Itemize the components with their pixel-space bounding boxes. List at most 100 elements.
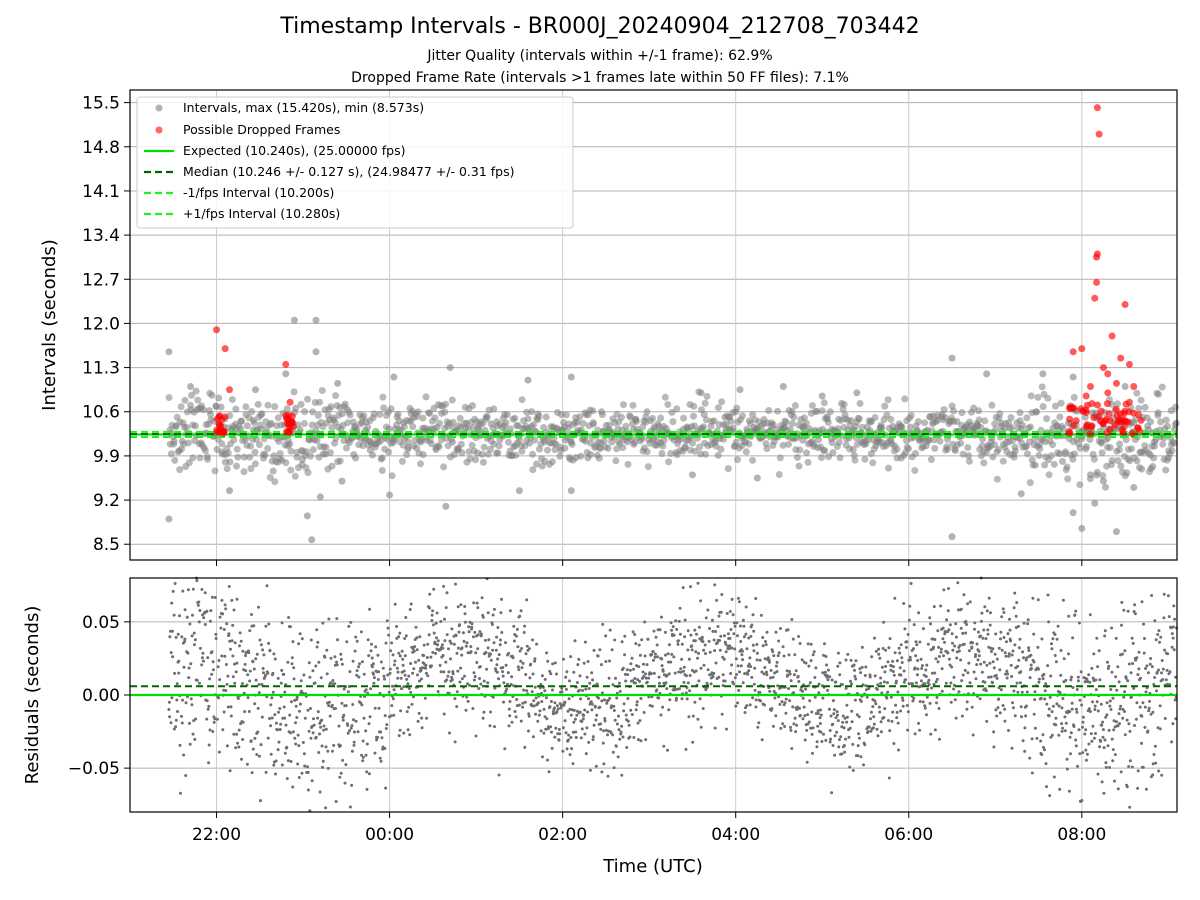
interval-point	[529, 450, 536, 458]
residual-point	[858, 667, 862, 671]
residual-point	[226, 674, 230, 678]
residual-point	[458, 680, 462, 684]
interval-point	[524, 415, 532, 423]
residual-point	[771, 675, 775, 679]
interval-point	[589, 407, 597, 415]
residual-point	[452, 642, 456, 646]
residual-point	[274, 759, 278, 763]
residual-point	[615, 722, 619, 726]
residual-point	[489, 652, 492, 656]
residual-point	[173, 671, 177, 675]
residual-point	[444, 606, 448, 610]
interval-outlier-point-42	[282, 370, 290, 378]
interval-point	[170, 437, 178, 445]
residual-point	[1164, 678, 1168, 682]
residual-point	[945, 618, 949, 622]
residual-point	[1037, 680, 1041, 684]
interval-point	[1008, 424, 1016, 432]
residual-point	[704, 616, 708, 620]
residual-point	[706, 608, 710, 612]
residual-point	[175, 698, 179, 702]
interval-point	[215, 394, 223, 402]
residual-point	[1011, 706, 1015, 710]
interval-point	[490, 405, 498, 413]
residual-point	[314, 735, 318, 739]
residual-point	[205, 717, 209, 721]
residual-point	[1003, 707, 1007, 711]
interval-point	[458, 449, 466, 457]
residual-point	[804, 661, 808, 665]
residual-point	[995, 657, 999, 661]
interval-point	[861, 455, 869, 463]
residual-point	[223, 603, 227, 607]
residual-point	[590, 702, 594, 706]
residual-point	[761, 636, 765, 639]
residuals-points	[167, 576, 1178, 813]
residual-point	[583, 640, 587, 644]
residual-point	[1022, 656, 1025, 660]
residual-point	[1095, 636, 1099, 640]
residual-point	[623, 672, 627, 676]
residual-point	[1097, 649, 1101, 653]
residual-point	[820, 740, 824, 743]
residual-point	[977, 630, 980, 634]
interval-point	[1026, 479, 1034, 487]
residuals-y-axis-label: Residuals (seconds)	[22, 606, 43, 785]
residual-point	[582, 714, 586, 717]
residual-point	[213, 596, 217, 599]
residual-point	[449, 641, 453, 645]
interval-point	[1114, 400, 1121, 408]
residual-point	[602, 762, 606, 766]
interval-point	[927, 456, 935, 463]
residual-point	[769, 676, 773, 680]
residual-point	[1053, 654, 1057, 657]
residual-point	[531, 638, 534, 642]
residuals-panel: −0.050.000.05 22:00 00:00 02:00 04:00 06:00 0…	[22, 576, 1178, 877]
residual-point	[773, 671, 777, 675]
residual-point	[297, 776, 301, 779]
residual-point	[383, 714, 387, 718]
residual-point	[1064, 721, 1068, 725]
residuals-x-ticks: 22:00 00:00 02:00 04:00 06:00 08:00	[192, 812, 1106, 845]
residual-point	[812, 650, 816, 654]
residual-point	[247, 710, 251, 713]
residual-point	[1013, 714, 1017, 718]
residual-point	[1040, 637, 1044, 641]
residual-point	[1101, 728, 1105, 732]
residual-point	[495, 635, 499, 639]
residual-point	[622, 702, 626, 706]
interval-point	[589, 420, 597, 428]
interval-point	[749, 411, 757, 419]
residual-point	[572, 720, 576, 724]
residual-point	[836, 664, 840, 668]
residual-point	[748, 703, 752, 707]
residual-point	[286, 759, 290, 763]
interval-point	[703, 392, 711, 400]
residual-point	[221, 612, 225, 616]
residual-point	[1113, 753, 1117, 757]
residual-point	[243, 710, 247, 714]
interval-point	[1114, 457, 1122, 465]
residual-point	[752, 649, 756, 653]
residual-point	[176, 632, 180, 636]
residual-point	[238, 644, 241, 648]
residual-point	[373, 751, 377, 755]
residual-point	[285, 745, 289, 749]
interval-point	[247, 465, 255, 473]
interval-point	[643, 448, 651, 456]
residual-point	[853, 674, 857, 678]
residual-point	[1028, 676, 1032, 680]
residual-point	[686, 629, 690, 633]
residual-point	[688, 689, 692, 693]
residual-point	[753, 688, 757, 692]
residual-point	[885, 696, 889, 700]
residual-point	[579, 736, 583, 740]
residual-point	[964, 631, 968, 635]
residual-point	[332, 743, 336, 747]
residual-point	[268, 717, 271, 720]
residual-point	[1065, 767, 1069, 771]
residual-point	[549, 725, 553, 729]
interval-point	[808, 402, 816, 409]
residual-point	[228, 769, 232, 773]
residual-point	[1058, 691, 1062, 695]
